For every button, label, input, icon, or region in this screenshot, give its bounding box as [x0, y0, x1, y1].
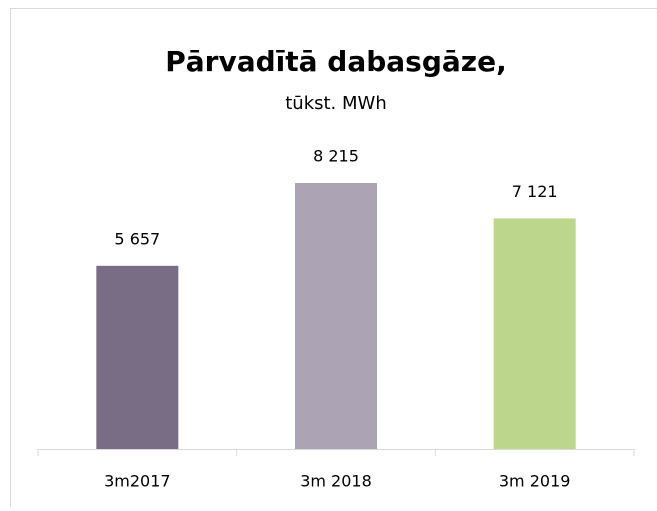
- chart-title: Pārvadītā dabasgāze,: [165, 45, 506, 78]
- x-tick-label: 3m 2019: [499, 472, 571, 491]
- bar: [96, 266, 178, 449]
- chart-subtitle: tūkst. MWh: [285, 93, 387, 114]
- x-tick-label: 3m2017: [104, 472, 170, 491]
- data-label: 8 215: [313, 147, 359, 166]
- x-tick-label: 3m 2018: [300, 472, 372, 491]
- bar: [494, 218, 576, 449]
- data-label: 7 121: [512, 182, 558, 201]
- bar: [295, 183, 377, 449]
- data-label: 5 657: [114, 229, 160, 248]
